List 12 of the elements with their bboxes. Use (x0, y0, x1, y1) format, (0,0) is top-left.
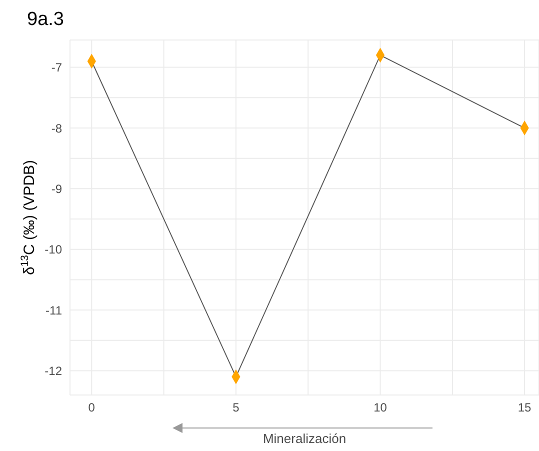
x-tick-label: 10 (374, 400, 388, 415)
y-tick-label: -10 (44, 242, 62, 257)
x-tick-label: 0 (88, 400, 96, 415)
y-tick-label: -7 (51, 60, 62, 75)
y-tick-label: -11 (46, 303, 62, 318)
x-tick-label: 15 (518, 400, 532, 415)
x-tick-label: 5 (232, 400, 240, 415)
y-tick-label: -8 (51, 121, 62, 136)
chart-title: 9a.3 (27, 9, 64, 31)
y-tick-label: -12 (44, 364, 62, 378)
x-axis-title: Mineralización (262, 431, 346, 446)
y-tick-label: -9 (51, 182, 62, 196)
